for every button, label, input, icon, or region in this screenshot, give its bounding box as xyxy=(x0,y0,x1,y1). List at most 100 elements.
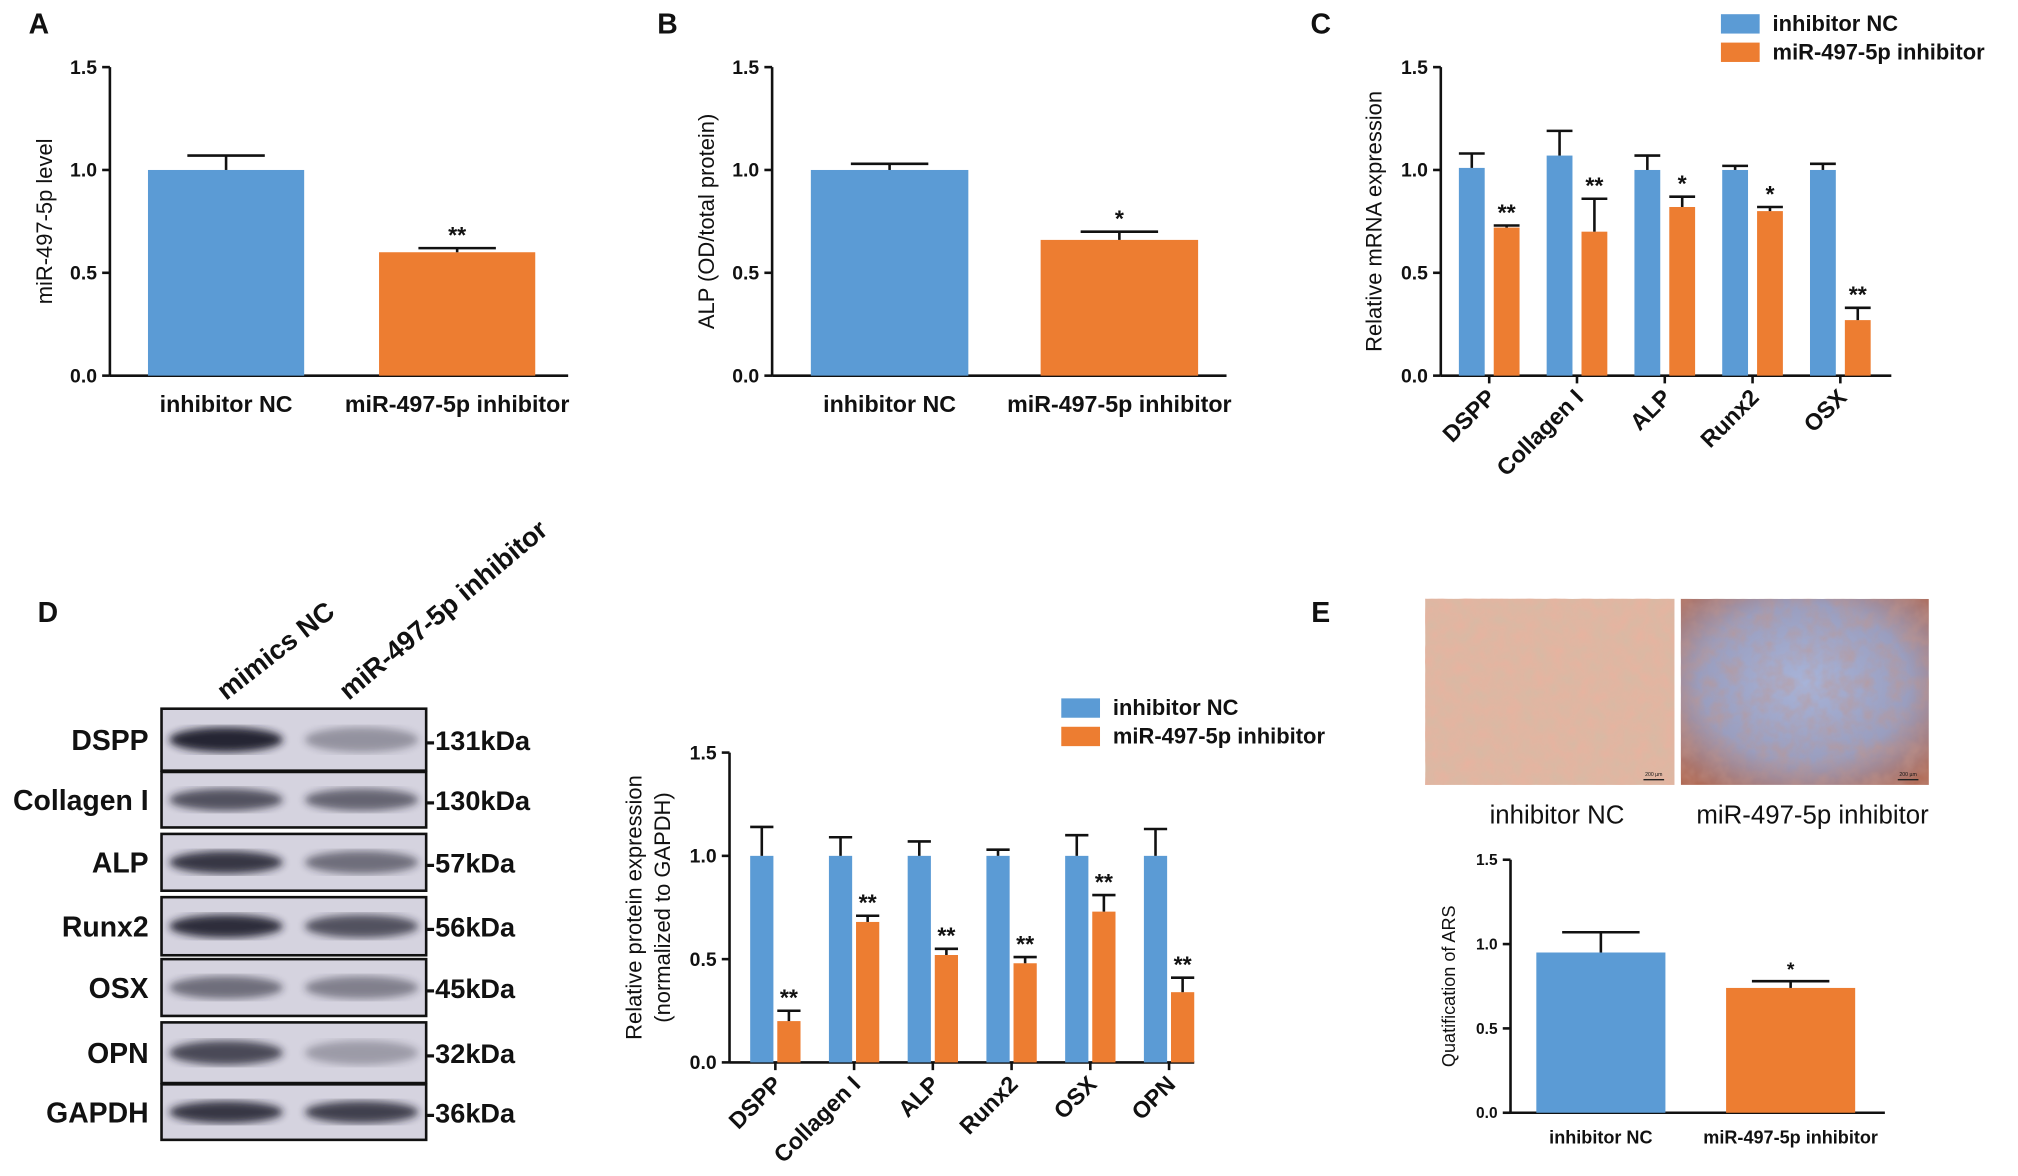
legend-swatch xyxy=(1720,14,1760,34)
lane-label: mimics NC xyxy=(211,595,340,706)
size-label: -130kDa xyxy=(426,785,531,816)
legend-label: inhibitor NC xyxy=(1113,695,1239,720)
x-tick-label: miR-497-5p inhibitor xyxy=(1007,391,1231,417)
x-tick-label: DSPP xyxy=(724,1071,787,1134)
bar xyxy=(1669,206,1696,376)
y-tick-label: 1.5 xyxy=(70,57,97,79)
bar xyxy=(750,855,774,1063)
x-tick-label: inhibitor NC xyxy=(1549,1128,1652,1148)
legend-label: miR-497-5p inhibitor xyxy=(1773,39,1986,64)
legend-swatch xyxy=(1061,698,1101,718)
blot-band xyxy=(304,727,419,753)
blot-band xyxy=(304,976,419,999)
protein-label: ALP xyxy=(92,848,149,880)
size-label: -32kDa xyxy=(426,1038,516,1069)
panel-letter: B xyxy=(657,9,678,41)
x-tick-label: inhibitor NC xyxy=(823,391,956,417)
protein-label: DSPP xyxy=(71,725,148,757)
significance-label: ** xyxy=(937,923,956,949)
y-axis-label: (normalized to GAPDH) xyxy=(650,792,675,1022)
size-label: -56kDa xyxy=(426,912,516,943)
staining-images: 200 µm 200 µm inhibitor NC miR-497-5p in… xyxy=(1311,597,1929,829)
y-tick-label: 0.0 xyxy=(70,365,97,387)
y-tick-label: 0.0 xyxy=(732,365,759,387)
legend-swatch xyxy=(1061,726,1101,747)
y-tick-label: 0.0 xyxy=(690,1052,717,1074)
bar xyxy=(986,855,1010,1063)
blot-band xyxy=(304,788,419,811)
y-tick-label: 1.5 xyxy=(732,57,759,79)
significance-label: ** xyxy=(1174,952,1193,978)
bar xyxy=(1722,169,1749,376)
bar xyxy=(1143,855,1168,1063)
size-label: -131kDa xyxy=(426,725,531,756)
y-axis-label: Relative mRNA expression xyxy=(1361,91,1386,352)
significance-label: ** xyxy=(780,985,799,1011)
significance-label: ** xyxy=(448,222,467,248)
significance-label: * xyxy=(1765,181,1775,207)
stain-caption: inhibitor NC xyxy=(1490,802,1625,830)
bar xyxy=(1013,963,1037,1063)
bar xyxy=(1458,167,1485,376)
bar xyxy=(1581,231,1608,376)
bar xyxy=(1536,952,1666,1113)
x-tick-label: OPN xyxy=(1126,1071,1180,1125)
y-tick-label: 0.5 xyxy=(690,949,717,971)
bar xyxy=(1726,987,1856,1113)
panel-letter: C xyxy=(1310,9,1331,41)
protein-label: Collagen I xyxy=(13,785,149,817)
blot-band xyxy=(169,914,283,938)
y-tick-label: 1.5 xyxy=(1476,852,1498,869)
y-tick-label: 0.5 xyxy=(732,263,759,285)
y-tick-label: 1.0 xyxy=(1401,160,1428,182)
significance-label: ** xyxy=(1498,199,1517,225)
significance-label: ** xyxy=(1095,869,1114,895)
legend-label: miR-497-5p inhibitor xyxy=(1113,724,1326,749)
bar xyxy=(907,855,931,1063)
blot-band xyxy=(169,788,283,811)
y-axis-label: miR-497-5p level xyxy=(32,138,57,304)
x-tick-label: miR-497-5p inhibitor xyxy=(345,391,569,417)
bar xyxy=(379,252,536,376)
legend-label: inhibitor NC xyxy=(1773,11,1899,36)
blot-band xyxy=(169,850,283,874)
stain-texture xyxy=(1680,598,1929,785)
blot-band xyxy=(304,1040,419,1065)
bar xyxy=(1546,155,1573,376)
panel-letter: A xyxy=(29,9,50,41)
scale-bar-label: 200 µm xyxy=(1899,772,1916,778)
x-tick-label: ALP xyxy=(1625,384,1676,435)
bar xyxy=(1844,320,1871,376)
bar xyxy=(856,921,880,1063)
lane-label: miR-497-5p inhibitor xyxy=(333,513,554,705)
protein-label: OSX xyxy=(89,973,149,1005)
x-tick-label: inhibitor NC xyxy=(160,391,293,417)
bar xyxy=(1634,169,1661,376)
y-axis-label: Relative protein expression xyxy=(622,775,647,1040)
size-label: -57kDa xyxy=(426,848,516,879)
bar xyxy=(934,954,959,1063)
bar xyxy=(828,855,853,1063)
stain-caption: miR-497-5p inhibitor xyxy=(1696,802,1929,830)
bar xyxy=(1493,227,1520,376)
bar xyxy=(1809,169,1836,376)
blot-band xyxy=(304,850,419,874)
size-label: -36kDa xyxy=(426,1097,516,1128)
x-tick-label: OSX xyxy=(1049,1070,1102,1123)
bar xyxy=(810,169,969,376)
protein-label: Runx2 xyxy=(62,912,149,944)
bar xyxy=(1757,211,1783,376)
y-tick-label: 1.0 xyxy=(1476,936,1498,953)
x-tick-label: DSPP xyxy=(1437,384,1500,447)
y-tick-label: 1.0 xyxy=(70,160,97,182)
blot-band xyxy=(304,914,419,938)
significance-label: ** xyxy=(1849,282,1868,308)
y-tick-label: 0.5 xyxy=(1476,1021,1498,1038)
protein-label: OPN xyxy=(87,1038,148,1070)
y-tick-label: 0.0 xyxy=(1401,365,1428,387)
protein-label: GAPDH xyxy=(46,1097,148,1129)
y-tick-label: 0.0 xyxy=(1476,1105,1498,1122)
x-tick-label: Collagen I xyxy=(769,1071,866,1168)
